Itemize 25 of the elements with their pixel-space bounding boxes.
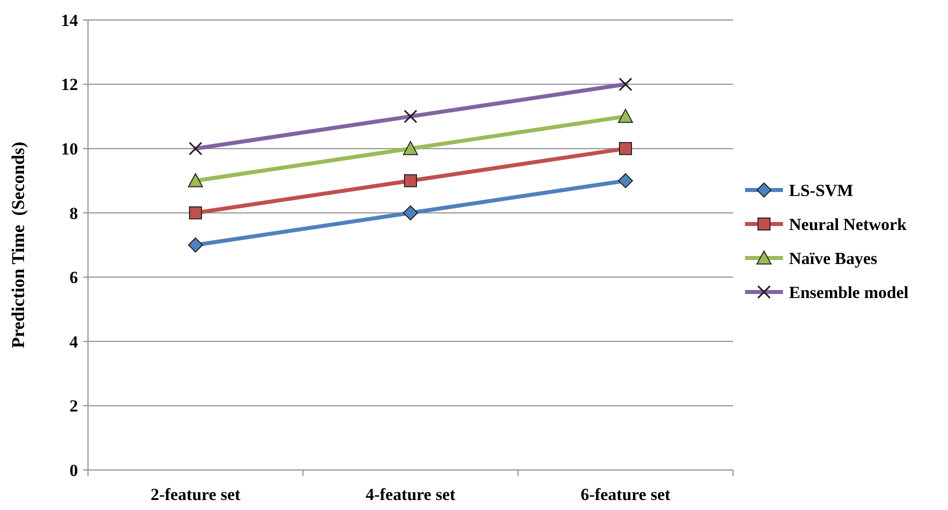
- point: [189, 206, 202, 220]
- legend-label: Neural Network: [789, 214, 908, 234]
- legend-label: Naïve Bayes: [789, 248, 878, 268]
- y-tick-label: 12: [61, 75, 78, 94]
- x-tick-label: 4-feature set: [366, 485, 456, 504]
- y-tick-label: 6: [70, 268, 78, 288]
- legend-label: Ensemble model: [789, 282, 909, 302]
- y-tick-label: 0: [70, 460, 78, 480]
- x-tick-label: 2-feature set: [150, 485, 241, 504]
- point: [403, 141, 418, 156]
- point: [618, 108, 633, 123]
- x-tick-label: 6-feature set: [580, 485, 671, 504]
- y-tick-label: 4: [70, 332, 78, 352]
- point: [619, 142, 632, 156]
- point: [188, 173, 203, 188]
- point: [404, 174, 417, 188]
- y-tick-label: 2: [70, 396, 78, 416]
- y-tick-label: 10: [61, 140, 78, 159]
- y-tick-label: 8: [70, 204, 78, 223]
- legend-label: LS-SVM: [789, 180, 854, 200]
- y-tick-label: 14: [61, 10, 78, 30]
- point: [403, 205, 418, 220]
- point: [188, 238, 203, 252]
- point: [618, 173, 633, 188]
- y-axis-title: Prediction Time (Seconds): [8, 142, 28, 348]
